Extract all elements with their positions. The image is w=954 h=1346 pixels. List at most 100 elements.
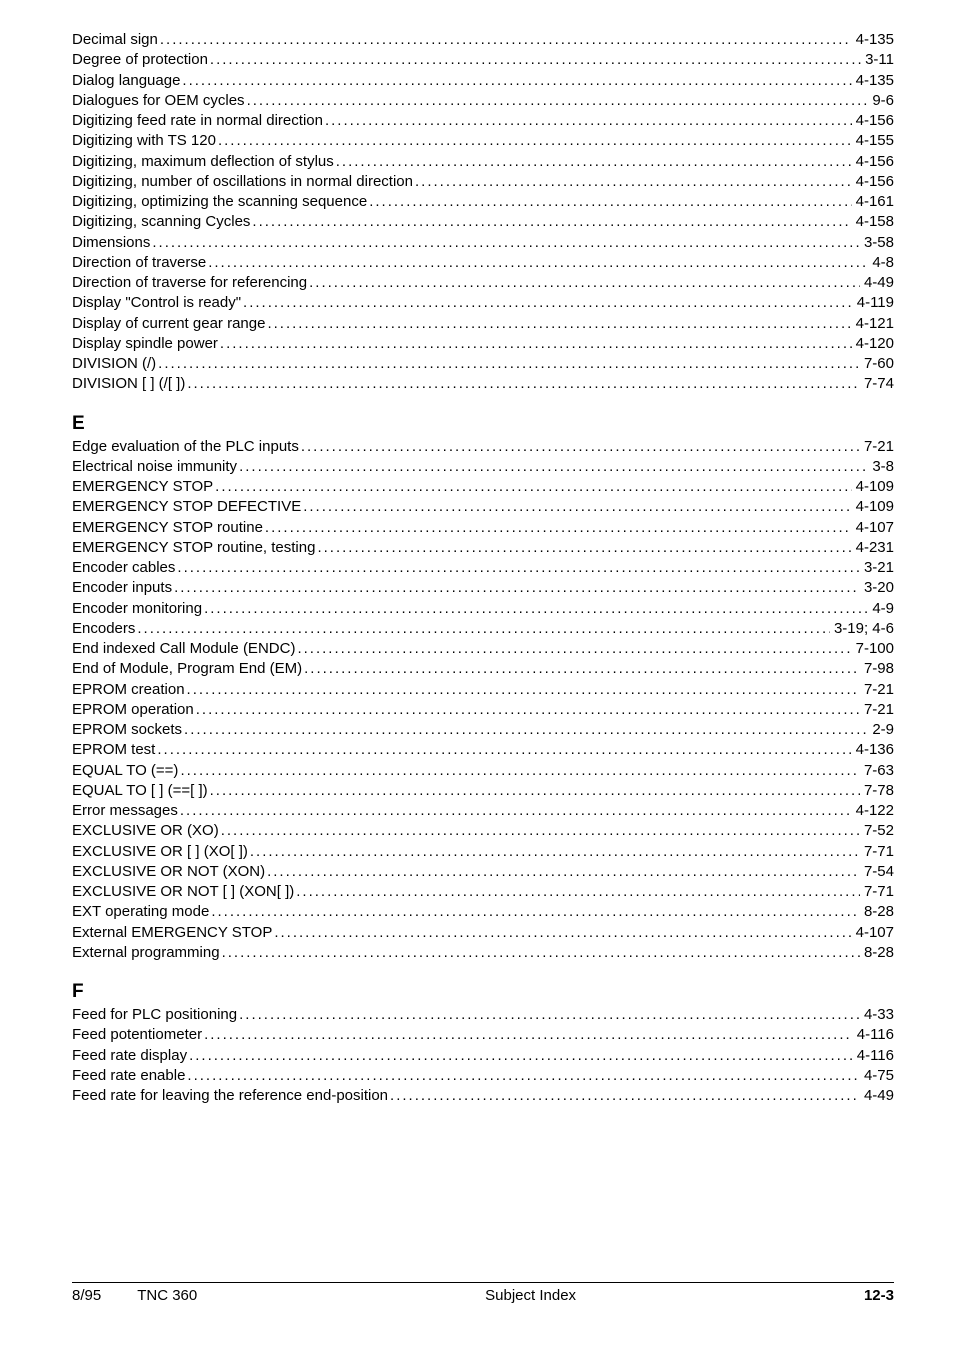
entry-leader-dots xyxy=(180,71,851,91)
index-entry: EXCLUSIVE OR (XO)7-52 xyxy=(72,821,894,841)
entry-leader-dots xyxy=(175,558,860,578)
entry-page: 4-107 xyxy=(852,923,894,943)
entry-leader-dots xyxy=(216,131,852,151)
entry-page: 4-122 xyxy=(852,801,894,821)
entry-label: Digitizing feed rate in normal direction xyxy=(72,111,323,131)
index-entry: EPROM creation7-21 xyxy=(72,680,894,700)
entry-leader-dots xyxy=(178,761,860,781)
entry-page: 7-21 xyxy=(860,437,894,457)
entry-leader-dots xyxy=(334,152,852,172)
index-entry: Dimensions 3-58 xyxy=(72,233,894,253)
entry-page: 4-156 xyxy=(852,111,894,131)
entry-page: 4-107 xyxy=(852,518,894,538)
entry-label: EPROM operation xyxy=(72,700,194,720)
entry-leader-dots xyxy=(218,334,852,354)
index-entry: EQUAL TO (==) 7-63 xyxy=(72,761,894,781)
index-entry: EMERGENCY STOP DEFECTIVE 4-109 xyxy=(72,497,894,517)
entry-label: Digitizing, maximum deflection of stylus xyxy=(72,152,334,172)
entry-label: Encoder inputs xyxy=(72,578,172,598)
entry-page: 4-156 xyxy=(852,152,894,172)
entry-label: EXCLUSIVE OR NOT [ ] (XON[ ]) xyxy=(72,882,294,902)
footer-title: Subject Index xyxy=(197,1287,864,1304)
index-entry: Display "Control is ready"4-119 xyxy=(72,293,894,313)
index-entry: EMERGENCY STOP4-109 xyxy=(72,477,894,497)
entry-leader-dots xyxy=(182,720,868,740)
entry-leader-dots xyxy=(208,50,861,70)
index-entry: EXCLUSIVE OR NOT [ ] (XON[ ])7-71 xyxy=(72,882,894,902)
entry-label: EQUAL TO [ ] (==[ ]) xyxy=(72,781,208,801)
entry-label: EQUAL TO (==) xyxy=(72,761,178,781)
index-entry: Feed potentiometer4-116 xyxy=(72,1025,894,1045)
entry-label: End of Module, Program End (EM) xyxy=(72,659,302,679)
entry-label: EMERGENCY STOP routine xyxy=(72,518,263,538)
entry-leader-dots xyxy=(172,578,860,598)
entry-page: 9-6 xyxy=(868,91,894,111)
entry-leader-dots xyxy=(263,518,852,538)
index-entry: EMERGENCY STOP routine 4-107 xyxy=(72,518,894,538)
index-entry: Decimal sign4-135 xyxy=(72,30,894,50)
entry-leader-dots xyxy=(150,233,860,253)
entry-label: EMERGENCY STOP routine, testing xyxy=(72,538,315,558)
entry-page: 4-49 xyxy=(860,1086,894,1106)
entry-label: End indexed Call Module (ENDC) xyxy=(72,639,295,659)
index-entry: EQUAL TO [ ] (==[ ])7-78 xyxy=(72,781,894,801)
entry-page: 3-58 xyxy=(860,233,894,253)
entry-page: 7-98 xyxy=(860,659,894,679)
entry-page: 4-158 xyxy=(852,212,894,232)
entry-leader-dots xyxy=(367,192,851,212)
entry-leader-dots xyxy=(158,30,852,50)
entry-leader-dots xyxy=(413,172,852,192)
entry-leader-dots xyxy=(302,659,860,679)
entry-label: Dialog language xyxy=(72,71,180,91)
index-entry: Feed rate enable4-75 xyxy=(72,1066,894,1086)
index-entry: EPROM test4-136 xyxy=(72,740,894,760)
index-content: Decimal sign4-135Degree of protection3-1… xyxy=(72,30,894,1106)
entry-label: External programming xyxy=(72,943,220,963)
entry-page: 4-135 xyxy=(852,30,894,50)
index-entry: Feed rate for leaving the reference end-… xyxy=(72,1086,894,1106)
index-entry: Display of current gear range4-121 xyxy=(72,314,894,334)
index-entry: Dialog language4-135 xyxy=(72,71,894,91)
index-entry: Digitizing, number of oscillations in no… xyxy=(72,172,894,192)
entry-page: 8-28 xyxy=(860,902,894,922)
entry-label: External EMERGENCY STOP xyxy=(72,923,272,943)
entry-leader-dots xyxy=(208,781,860,801)
entry-page: 7-100 xyxy=(852,639,894,659)
entry-leader-dots xyxy=(202,1025,853,1045)
entry-page: 4-231 xyxy=(852,538,894,558)
entry-label: EMERGENCY STOP DEFECTIVE xyxy=(72,497,301,517)
index-entry: End of Module, Program End (EM) 7-98 xyxy=(72,659,894,679)
entry-label: Display of current gear range xyxy=(72,314,265,334)
entry-leader-dots xyxy=(206,253,868,273)
entry-page: 3-19; 4-6 xyxy=(830,619,894,639)
index-entry: Error messages4-122 xyxy=(72,801,894,821)
entry-page: 4-120 xyxy=(852,334,894,354)
index-section: Decimal sign4-135Degree of protection3-1… xyxy=(72,30,894,395)
entry-page: 3-21 xyxy=(860,558,894,578)
entry-label: Dimensions xyxy=(72,233,150,253)
entry-leader-dots xyxy=(248,842,860,862)
entry-label: Digitizing with TS 120 xyxy=(72,131,216,151)
page-footer: 8/95 TNC 360 Subject Index 12-3 xyxy=(72,1282,894,1304)
index-entry: EXCLUSIVE OR [ ] (XO[ ])7-71 xyxy=(72,842,894,862)
entry-leader-dots xyxy=(209,902,860,922)
entry-leader-dots xyxy=(245,91,869,111)
entry-page: 4-156 xyxy=(852,172,894,192)
entry-leader-dots xyxy=(187,1046,853,1066)
entry-leader-dots xyxy=(294,882,860,902)
entry-leader-dots xyxy=(185,374,860,394)
entry-label: Feed rate enable xyxy=(72,1066,185,1086)
index-entry: Digitizing, scanning Cycles4-158 xyxy=(72,212,894,232)
index-entry: EPROM sockets2-9 xyxy=(72,720,894,740)
entry-leader-dots xyxy=(202,599,868,619)
entry-leader-dots xyxy=(185,1066,860,1086)
index-entry: External programming8-28 xyxy=(72,943,894,963)
index-entry: Display spindle power4-120 xyxy=(72,334,894,354)
entry-label: EXCLUSIVE OR NOT (XON) xyxy=(72,862,265,882)
entry-page: 4-109 xyxy=(852,497,894,517)
entry-leader-dots xyxy=(219,821,860,841)
entry-page: 7-63 xyxy=(860,761,894,781)
entry-page: 3-11 xyxy=(861,50,894,70)
entry-label: Digitizing, number of oscillations in no… xyxy=(72,172,413,192)
index-entry: Digitizing, maximum deflection of stylus… xyxy=(72,152,894,172)
